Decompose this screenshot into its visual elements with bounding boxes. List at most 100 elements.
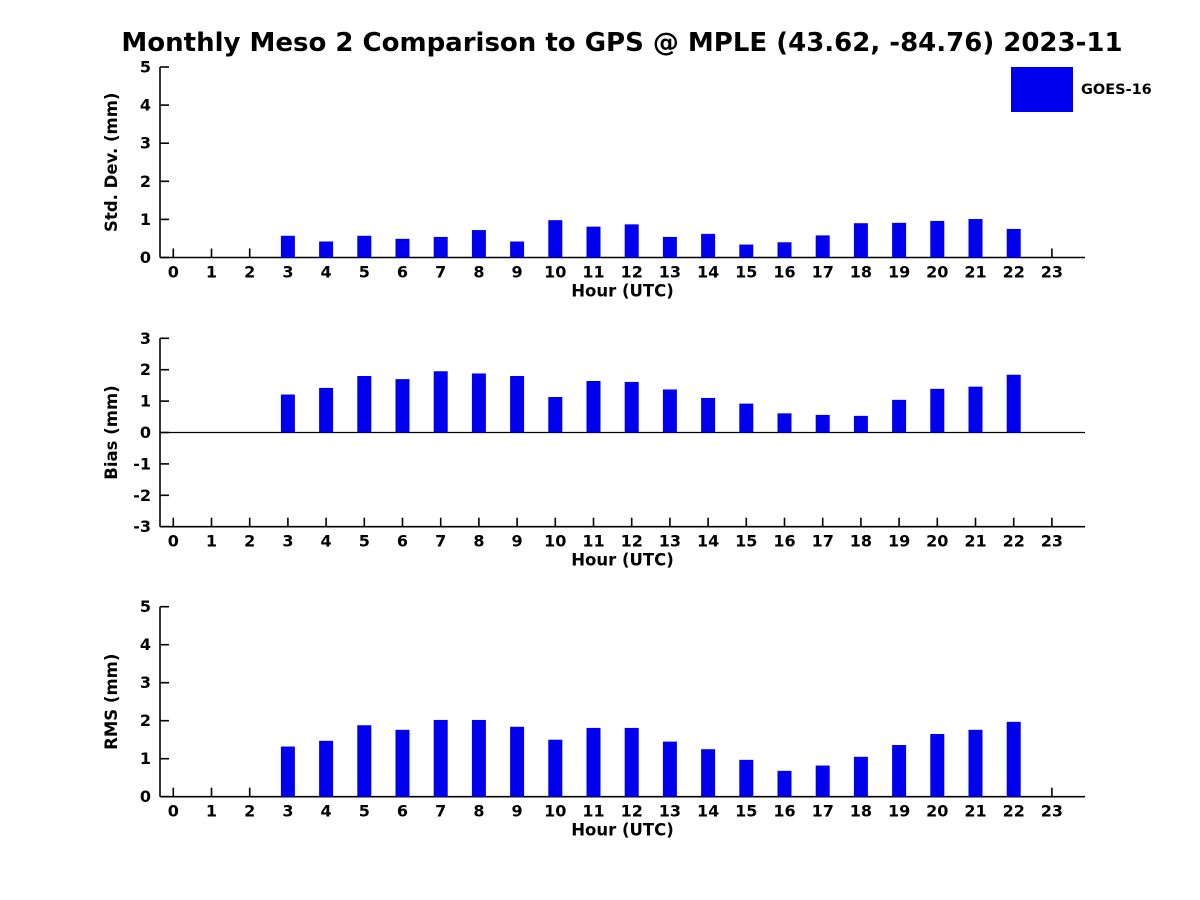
bar-hour-16 [777, 413, 792, 433]
x-axis-label: Hour (UTC) [571, 282, 674, 301]
x-tick-label: 1 [206, 532, 217, 551]
x-tick-label: 2 [244, 802, 255, 821]
x-tick-label: 15 [735, 802, 757, 821]
legend-label: GOES-16 [1081, 81, 1152, 98]
x-tick-label: 2 [244, 532, 255, 551]
x-tick-label: 0 [168, 802, 179, 821]
bar-hour-5 [357, 725, 372, 797]
y-tick-label: 2 [140, 360, 151, 379]
bar-hour-22 [1006, 228, 1021, 258]
x-tick-label: 10 [544, 532, 566, 551]
x-tick-label: 3 [282, 532, 293, 551]
x-tick-label: 18 [850, 532, 872, 551]
x-tick-label: 8 [473, 532, 484, 551]
x-tick-label: 2 [244, 263, 255, 282]
x-axis-label: Hour (UTC) [571, 821, 674, 840]
x-tick-label: 5 [359, 802, 370, 821]
x-tick-label: 8 [473, 263, 484, 282]
y-tick-label: -3 [133, 517, 151, 536]
bar-hour-15 [739, 759, 754, 797]
x-tick-label: 20 [926, 263, 948, 282]
bar-hour-5 [357, 235, 372, 258]
y-tick-label: -1 [133, 454, 151, 473]
y-tick-label: 4 [140, 635, 151, 654]
bar-hour-6 [395, 379, 410, 433]
bar-hour-21 [968, 729, 983, 797]
y-tick-label: -2 [133, 486, 151, 505]
y-tick-label: 1 [140, 749, 151, 768]
x-tick-label: 19 [888, 532, 910, 551]
bar-hour-18 [853, 223, 868, 258]
x-tick-label: 6 [397, 532, 408, 551]
x-tick-label: 12 [621, 263, 643, 282]
x-tick-label: 22 [1003, 263, 1025, 282]
x-tick-label: 9 [512, 532, 523, 551]
bar-hour-17 [815, 235, 830, 258]
x-axis-label: Hour (UTC) [571, 551, 674, 570]
x-tick-label: 13 [659, 532, 681, 551]
x-tick-label: 5 [359, 263, 370, 282]
y-tick-label: 0 [140, 423, 151, 442]
x-tick-label: 17 [812, 802, 834, 821]
bar-hour-20 [930, 388, 945, 433]
y-tick-label: 1 [140, 210, 151, 229]
x-tick-label: 17 [812, 263, 834, 282]
x-tick-label: 14 [697, 802, 719, 821]
x-tick-label: 10 [544, 802, 566, 821]
bar-hour-5 [357, 375, 372, 433]
bar-hour-4 [319, 241, 334, 258]
x-tick-label: 14 [697, 532, 719, 551]
y-tick-label: 3 [140, 673, 151, 692]
bar-hour-12 [624, 381, 639, 433]
bar-hour-3 [280, 746, 295, 797]
x-tick-label: 19 [888, 802, 910, 821]
bar-hour-4 [319, 740, 334, 797]
x-tick-label: 4 [321, 802, 332, 821]
bar-hour-18 [853, 415, 868, 433]
x-tick-label: 0 [168, 263, 179, 282]
bar-hour-14 [701, 233, 716, 258]
bar-hour-7 [433, 236, 448, 258]
x-tick-label: 8 [473, 802, 484, 821]
x-tick-label: 6 [397, 802, 408, 821]
bar-hour-8 [471, 230, 486, 258]
x-tick-label: 23 [1041, 532, 1063, 551]
x-tick-label: 23 [1041, 263, 1063, 282]
x-tick-label: 9 [512, 802, 523, 821]
x-tick-label: 4 [321, 532, 332, 551]
x-tick-label: 18 [850, 802, 872, 821]
y-tick-label: 4 [140, 96, 151, 115]
x-tick-label: 7 [435, 263, 446, 282]
x-tick-label: 15 [735, 532, 757, 551]
y-axis-label: Bias (mm) [102, 385, 121, 479]
x-tick-label: 21 [964, 802, 986, 821]
x-tick-label: 20 [926, 802, 948, 821]
x-tick-label: 16 [773, 263, 795, 282]
y-tick-label: 3 [140, 329, 151, 348]
bar-hour-21 [968, 386, 983, 433]
bar-hour-14 [701, 397, 716, 433]
x-tick-label: 7 [435, 802, 446, 821]
bar-hour-12 [624, 224, 639, 258]
y-tick-label: 1 [140, 392, 151, 411]
bar-hour-19 [892, 745, 907, 797]
bar-hour-9 [510, 241, 525, 258]
x-tick-label: 15 [735, 263, 757, 282]
x-tick-label: 12 [621, 802, 643, 821]
x-tick-label: 7 [435, 532, 446, 551]
bar-hour-16 [777, 770, 792, 797]
bar-hour-22 [1006, 721, 1021, 797]
bar-hour-9 [510, 375, 525, 433]
x-tick-label: 12 [621, 532, 643, 551]
x-tick-label: 5 [359, 532, 370, 551]
x-tick-label: 13 [659, 263, 681, 282]
x-tick-label: 14 [697, 263, 719, 282]
x-tick-label: 23 [1041, 802, 1063, 821]
bar-hour-18 [853, 756, 868, 797]
x-tick-label: 3 [282, 802, 293, 821]
bar-hour-22 [1006, 374, 1021, 433]
y-axis-label: RMS (mm) [102, 654, 121, 750]
